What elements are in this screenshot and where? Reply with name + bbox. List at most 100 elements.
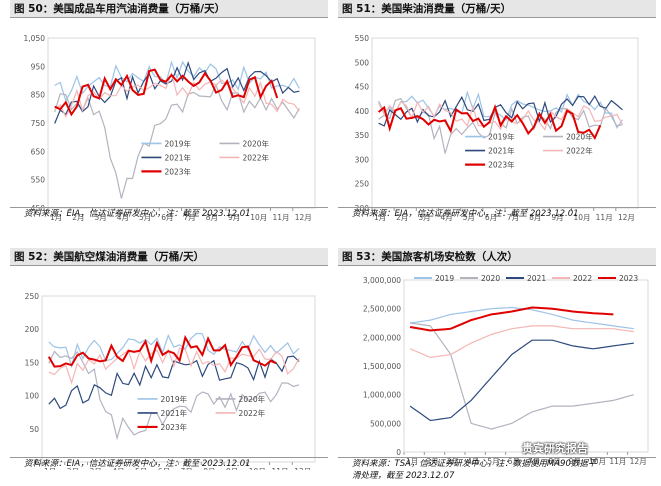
series-line-2023 — [409, 306, 614, 332]
x-tick-label: 8月 — [203, 467, 215, 470]
y-tick-label: 1,000,000 — [363, 391, 401, 400]
legend-label: 2021 — [527, 274, 546, 283]
y-tick-label: 250 — [25, 292, 40, 301]
series-line-2020年 — [48, 350, 300, 441]
chart-panel-diesel: 图 51：美国柴油消费量（万桶/天） 200 250 300 350 400 450 500… — [338, 0, 656, 240]
x-tick-label: 12月 — [294, 467, 311, 470]
x-tick-label: 2月 — [72, 213, 84, 222]
legend-label: 2019年 — [161, 394, 188, 404]
y-tick-label: 150 — [25, 358, 40, 367]
x-tick-label: 9月 — [226, 467, 238, 470]
chart-panel-jetfuel: 图 52：美国航空煤油消费量（万桶/天） 0 50 100 150 200 250 1月 2月… — [10, 248, 328, 486]
legend-label: 2020 — [481, 274, 500, 283]
x-tick-label: 12月 — [295, 213, 312, 222]
legend-label: 2023 — [619, 274, 638, 283]
y-tick-label: 200 — [25, 325, 40, 334]
y-tick-label: 950 — [31, 62, 46, 71]
legend-label: 2023年 — [488, 160, 515, 170]
x-tick-label: 9月 — [228, 213, 240, 222]
legend-label: 2023年 — [161, 422, 188, 432]
legend-label: 2023年 — [164, 166, 191, 176]
y-tick-label: 850 — [31, 91, 46, 100]
x-tick-label: 3月 — [447, 457, 459, 466]
chart-title: 图 53：美国旅客机场安检数（人次） — [338, 248, 656, 266]
x-tick-label: 12月 — [630, 457, 647, 466]
jetfuel-chart: 0 50 100 150 200 250 1月 2月 3月 4月 5月 6月 7月 8月 9月 10月 11月 1… — [25, 292, 316, 470]
x-tick-label: 11月 — [273, 213, 290, 222]
gasoline-chart: 450 550 650 750 850 950 1,050 1月 2月 3月 4月 5月 6月 7月 8月 9… — [24, 34, 316, 222]
legend-label: 2021年 — [164, 152, 191, 162]
y-tick-label: 550 — [31, 176, 46, 185]
y-tick-label: 550 — [355, 34, 370, 43]
x-tick-label: 3月 — [418, 213, 430, 222]
x-tick-label: 10月 — [249, 467, 266, 470]
x-tick-label: 2月 — [426, 457, 438, 466]
y-tick-label: 0 — [396, 448, 401, 457]
x-tick-label: 5月 — [139, 213, 151, 222]
legend-label: 2019年 — [164, 138, 191, 148]
chart-source-line: 滑处理，截至 2023.12.07 — [352, 471, 455, 481]
chart-source-line: 资料来源：TSA，信达证券研发中心，注：数据使用MA90数据平 — [352, 459, 597, 469]
y-tick-label: 300 — [355, 155, 370, 164]
x-tick-label: 11月 — [609, 457, 626, 466]
series-line-2021 — [409, 339, 634, 422]
y-tick-label: 0 — [34, 458, 39, 467]
x-tick-label: 3月 — [95, 213, 107, 222]
plot-frame — [371, 37, 639, 209]
y-tick-label: 650 — [31, 147, 46, 156]
x-tick-label: 4月 — [112, 467, 124, 470]
legend-label: 2019年 — [488, 132, 515, 142]
legend-label: 2021年 — [488, 146, 515, 156]
x-tick-label: 1月 — [406, 457, 418, 466]
chart-panel-tsa: 图 53：美国旅客机场安检数（人次） 0 500,000 1,000,000 1,50… — [338, 248, 656, 486]
x-tick-label: 2月 — [396, 213, 408, 222]
x-tick-label: 5月 — [463, 213, 475, 222]
y-tick-label: 2,000,000 — [363, 333, 401, 342]
series-line-2019年 — [48, 332, 300, 369]
y-tick-label: 450 — [355, 83, 370, 92]
series-line-2022 — [409, 325, 634, 359]
x-tick-label: 4月 — [467, 457, 479, 466]
legend-label: 2021年 — [161, 408, 188, 418]
plot-frame — [41, 295, 316, 463]
x-tick-label: 8月 — [548, 457, 560, 466]
y-tick-label: 250 — [355, 180, 370, 189]
chart-source: 资料来源：EIA，信达证券研发中心，注：截至 2023.12.01 — [10, 207, 328, 221]
x-tick-label: 5月 — [487, 457, 499, 466]
x-tick-label: 6月 — [158, 467, 170, 470]
x-tick-label: 7月 — [181, 467, 193, 470]
series-line-2023年 — [47, 334, 277, 368]
legend-label: 2020年 — [242, 138, 269, 148]
y-tick-label: 450 — [31, 204, 46, 213]
y-tick-label: 500 — [355, 58, 370, 67]
x-tick-label: 11月 — [596, 213, 613, 222]
legend-label: 2022年 — [566, 146, 593, 156]
x-tick-label: 5月 — [135, 467, 147, 470]
x-tick-label: 4月 — [441, 213, 453, 222]
x-tick-label: 10月 — [250, 213, 267, 222]
series-line-2021年 — [54, 60, 300, 124]
y-tick-label: 200 — [355, 204, 370, 213]
x-tick-label: 7月 — [184, 213, 196, 222]
y-tick-label: 3,000,000 — [363, 276, 401, 285]
y-tick-label: 100 — [25, 392, 40, 401]
series-line-2020 — [410, 322, 634, 430]
y-tick-label: 350 — [355, 131, 370, 140]
diesel-chart: 200 250 300 350 400 450 500 550 1月 2月 3月 4月 5月 6月 7月 8月… — [355, 34, 639, 222]
series-line-2020年 — [54, 83, 300, 199]
chart-source: 资料来源：EIA，信达证券研发中心，注：截至 2023.12.01 — [10, 457, 328, 471]
x-tick-label: 9月 — [569, 457, 581, 466]
x-tick-label: 4月 — [117, 213, 129, 222]
chart-source: 资料来源：TSA，信达证券研发中心，注：数据使用MA90数据平 滑处理，截至 2… — [338, 457, 656, 482]
x-tick-label: 2月 — [67, 467, 79, 470]
legend-label: 2020年 — [566, 132, 593, 142]
x-tick-label: 7月 — [528, 457, 540, 466]
x-tick-label: 11月 — [272, 467, 289, 470]
x-tick-label: 1月 — [50, 213, 62, 222]
x-tick-label: 9月 — [551, 213, 563, 222]
x-tick-label: 10月 — [574, 213, 591, 222]
chart-title: 图 50：美国成品车用汽油消费量（万桶/天） — [10, 0, 328, 18]
legend-label: 2022年 — [239, 408, 266, 418]
plot-frame — [403, 279, 649, 453]
x-tick-label: 3月 — [90, 467, 102, 470]
